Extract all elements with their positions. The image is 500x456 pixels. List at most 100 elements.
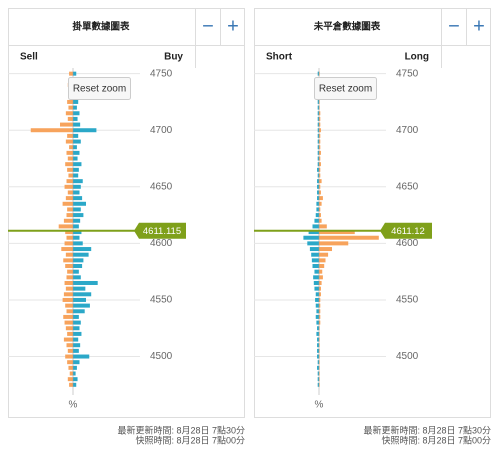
bar [65, 326, 73, 331]
zoom-out-button[interactable]: − [448, 15, 460, 37]
bar [314, 218, 319, 223]
bar [317, 128, 319, 133]
bar [67, 207, 73, 212]
bar [319, 224, 327, 229]
bar [73, 365, 77, 370]
x-axis-label: % [315, 400, 324, 411]
bar [73, 196, 83, 201]
bar [73, 382, 77, 387]
bar [319, 286, 321, 291]
bar [319, 201, 322, 206]
bar [67, 377, 73, 382]
bar [64, 241, 73, 246]
reset-zoom-button[interactable] [314, 77, 377, 100]
bar [73, 354, 90, 359]
bar [317, 71, 319, 76]
bar [69, 71, 73, 76]
bar [69, 145, 73, 150]
bar [309, 247, 319, 252]
bar [65, 264, 73, 269]
bar [317, 360, 319, 365]
bar [73, 218, 81, 223]
bar [313, 280, 319, 285]
bar [319, 314, 321, 319]
bar [73, 292, 92, 297]
reset-zoom-label[interactable]: Reset zoom [73, 84, 126, 95]
bar [66, 150, 73, 155]
current-price-label: 4611.12 [391, 226, 425, 237]
zoom-in-button[interactable]: + [473, 15, 485, 37]
bar [73, 128, 97, 133]
bar [66, 213, 73, 218]
bar [319, 230, 355, 235]
column-header: Short [266, 52, 293, 63]
bar [319, 111, 321, 116]
bar [319, 258, 326, 263]
bar [62, 201, 73, 206]
bar [317, 173, 319, 178]
y-tick-label: 4600 [150, 238, 173, 249]
bar [73, 258, 84, 263]
bar [65, 252, 73, 257]
column-header: Sell [20, 52, 38, 63]
current-price-flag [134, 222, 186, 239]
bar [67, 167, 73, 172]
bar [317, 337, 319, 342]
zoom-out-button[interactable]: − [202, 15, 214, 37]
reset-zoom-button[interactable] [68, 77, 131, 100]
bar [316, 309, 319, 314]
bar [317, 145, 319, 150]
bar [317, 156, 319, 161]
bar [315, 213, 319, 218]
bar [319, 167, 321, 172]
bar [315, 297, 319, 302]
bar [315, 292, 319, 297]
bar [73, 207, 81, 212]
bar [316, 331, 319, 336]
bar [308, 230, 319, 235]
x-axis-label: % [69, 400, 78, 411]
bar [73, 184, 81, 189]
bar [319, 207, 321, 212]
bar [319, 156, 321, 161]
bar [67, 269, 73, 274]
y-tick-label: 4750 [150, 68, 173, 79]
reset-zoom-label[interactable]: Reset zoom [319, 84, 372, 95]
bar [73, 145, 77, 150]
bar [313, 275, 319, 280]
bar [73, 348, 79, 353]
bar [316, 201, 319, 206]
bar [317, 382, 319, 387]
bar [317, 116, 319, 121]
bar [319, 275, 323, 280]
bar [319, 269, 323, 274]
bar [66, 343, 73, 348]
bar [67, 331, 73, 336]
bar [319, 139, 321, 144]
bar [73, 377, 78, 382]
bar [317, 377, 319, 382]
bar [319, 145, 321, 150]
zoom-in-button[interactable]: + [227, 15, 239, 37]
bar [68, 173, 73, 178]
bar [69, 382, 73, 387]
bar [73, 133, 79, 138]
bar [312, 224, 319, 229]
bar [314, 286, 319, 291]
bar [317, 371, 319, 376]
bar [73, 286, 86, 291]
bar [317, 122, 319, 127]
bar [319, 337, 320, 342]
y-tick-label: 4550 [396, 295, 419, 306]
bar [317, 133, 319, 138]
y-tick-label: 4600 [396, 238, 419, 249]
bar [317, 111, 319, 116]
y-tick-label: 4650 [396, 181, 419, 192]
bar [65, 230, 73, 235]
bar [317, 196, 319, 201]
bar [317, 326, 319, 331]
bar [73, 167, 79, 172]
bar [319, 264, 325, 269]
bar [64, 280, 73, 285]
bar [66, 309, 73, 314]
